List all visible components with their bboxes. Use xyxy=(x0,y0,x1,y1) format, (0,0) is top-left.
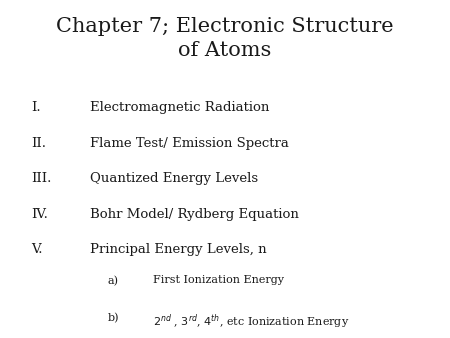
Text: a): a) xyxy=(108,275,119,286)
Text: Electromagnetic Radiation: Electromagnetic Radiation xyxy=(90,101,270,114)
Text: $2^{nd}$ , $3^{rd}$, $4^{th}$, etc Ionization Energy: $2^{nd}$ , $3^{rd}$, $4^{th}$, etc Ioniz… xyxy=(153,313,349,331)
Text: III.: III. xyxy=(32,172,52,185)
Text: Flame Test/ Emission Spectra: Flame Test/ Emission Spectra xyxy=(90,137,289,150)
Text: Bohr Model/ Rydberg Equation: Bohr Model/ Rydberg Equation xyxy=(90,208,299,221)
Text: I.: I. xyxy=(32,101,41,114)
Text: First Ionization Energy: First Ionization Energy xyxy=(153,275,284,286)
Text: II.: II. xyxy=(32,137,46,150)
Text: V.: V. xyxy=(32,243,43,256)
Text: b): b) xyxy=(108,313,120,323)
Text: Quantized Energy Levels: Quantized Energy Levels xyxy=(90,172,258,185)
Text: IV.: IV. xyxy=(32,208,49,221)
Text: Principal Energy Levels, n: Principal Energy Levels, n xyxy=(90,243,266,256)
Text: Chapter 7; Electronic Structure
of Atoms: Chapter 7; Electronic Structure of Atoms xyxy=(56,17,394,60)
